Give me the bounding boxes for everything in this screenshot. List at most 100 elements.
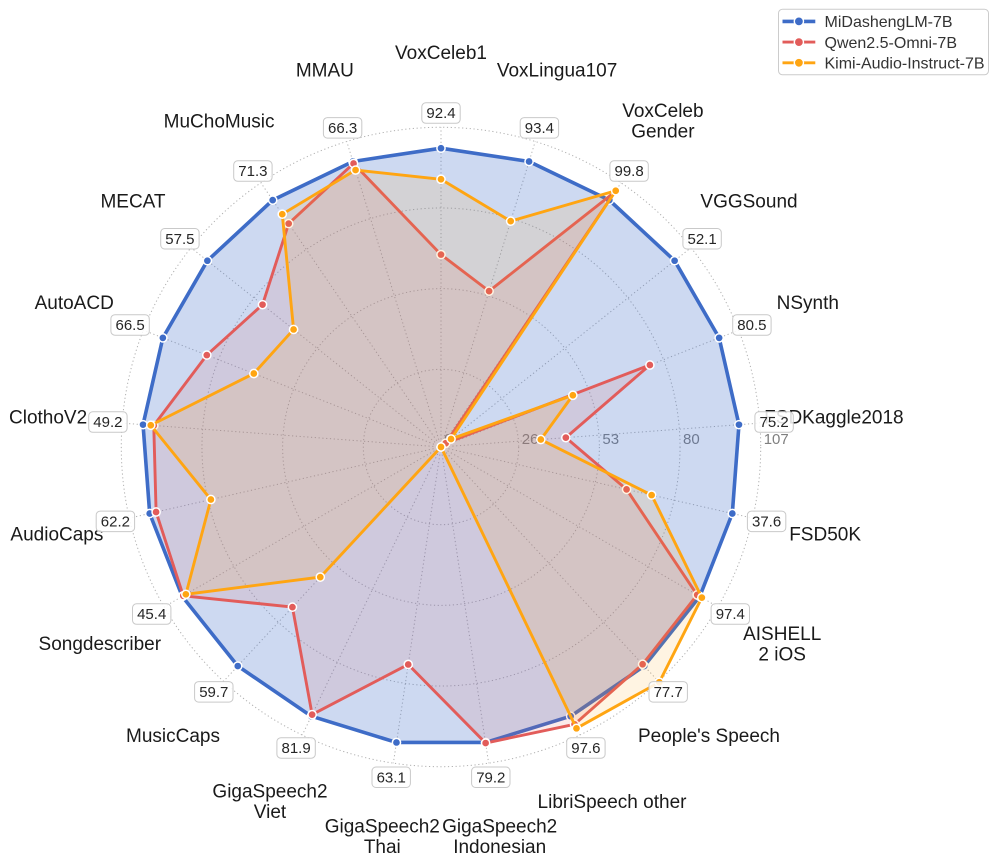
axis-label-line: Viet (254, 802, 287, 823)
value-badge-box (746, 510, 787, 533)
value-badge-label: 77.7 (654, 684, 683, 701)
grid-spoke (190, 247, 442, 448)
axis-label: VoxLingua107 (497, 61, 617, 82)
axis-label: AutoACD (35, 293, 114, 314)
series-point (714, 332, 725, 343)
axis-label-line: Songdescriber (39, 634, 162, 655)
value-badge-label: 63.1 (377, 769, 406, 786)
series-point (646, 490, 657, 500)
axis-label: GigaSpeech2 Thai (325, 816, 440, 858)
axis-label-line: VoxLingua107 (497, 61, 617, 82)
radial-tick-label: 80 (683, 431, 700, 448)
value-badge-label: 57.5 (165, 231, 194, 248)
grid-spoke (122, 422, 442, 448)
grid-spoke (440, 422, 760, 448)
series-point (138, 419, 148, 430)
series-point (315, 572, 326, 582)
axis-label-line: AudioCaps (10, 525, 103, 546)
series-point (391, 737, 402, 748)
series-point (436, 143, 446, 154)
value-badge-label: 37.6 (752, 513, 781, 530)
value-badge-label: 71.3 (238, 163, 267, 180)
value-badge-box (754, 411, 794, 433)
series-point (350, 165, 361, 175)
legend-swatch-marker (793, 36, 805, 48)
grid-circle (362, 368, 520, 526)
value-badge-label: 79.2 (476, 769, 505, 786)
axis-label-line: Thai (364, 837, 401, 858)
value-badge-label: 99.8 (614, 163, 643, 180)
grid-spoke (392, 446, 442, 764)
value-badge-label: 62.2 (101, 513, 130, 530)
axis-label: MMAU (296, 61, 354, 82)
value-badge-label: 81.9 (281, 740, 310, 757)
value-badge-box (95, 510, 136, 533)
axis-label-line: GigaSpeech2 (442, 816, 557, 837)
series-point (202, 255, 213, 266)
radial-tick-label: 107 (764, 431, 789, 448)
value-badge-box (566, 737, 606, 759)
axis-label: GigaSpeech2 Viet (212, 782, 327, 824)
series-point (505, 216, 516, 226)
series-point (645, 360, 655, 370)
value-badge-label: 92.4 (426, 105, 455, 122)
grid-spoke (440, 446, 719, 608)
value-badge-label: 97.6 (571, 740, 600, 757)
series-point (232, 661, 243, 671)
axis-label-line: FSDKaggle2018 (764, 408, 903, 429)
axis-label-line: AISHELL (743, 624, 821, 645)
value-badge-box (732, 314, 772, 336)
legend-swatch-marker (793, 16, 805, 27)
value-badge-label: 45.4 (137, 606, 166, 623)
series-point (181, 589, 191, 600)
grid-spoke (346, 141, 442, 448)
series-point (151, 507, 161, 517)
series-point (267, 195, 278, 205)
legend-box (778, 8, 989, 76)
grid-circle (282, 288, 600, 606)
axis-label: GigaSpeech2 Indonesian (442, 816, 557, 858)
value-badge-box (233, 160, 273, 182)
axis-label-line: ClothoV2 (9, 408, 87, 429)
value-badge-label: 97.4 (716, 606, 745, 623)
series-point (669, 255, 680, 266)
series-point (610, 185, 621, 196)
axis-label: VoxCeleb1 (395, 43, 487, 64)
grid-spoke (440, 446, 753, 519)
legend-item-label: Kimi-Audio-Instruct-7B (825, 56, 985, 73)
series-point (206, 494, 216, 505)
value-badge-box (194, 681, 234, 703)
series-outline-3 (149, 168, 704, 730)
value-badge-label: 66.5 (115, 317, 144, 334)
axis-label-line: GigaSpeech2 (325, 816, 440, 837)
series-point (436, 442, 446, 452)
series-fill-2 (153, 163, 698, 744)
grid-spoke (301, 446, 442, 736)
series-point (535, 434, 546, 445)
series-outline-1 (141, 146, 741, 745)
radial-tick-label: 26 (522, 431, 539, 448)
value-badge-label: 59.7 (199, 684, 228, 701)
axis-label: ClothoV2 (9, 408, 87, 429)
series-point (248, 368, 259, 379)
axis-label: AudioCaps (10, 525, 103, 546)
series-point (446, 434, 456, 444)
series-point (307, 709, 317, 720)
value-badge-box (519, 117, 560, 139)
value-badge-label: 49.2 (93, 414, 122, 431)
value-badge-label: 66.3 (328, 120, 357, 137)
grid-circle (120, 126, 762, 768)
series-point (637, 659, 648, 670)
value-badge-box (421, 102, 461, 124)
value-badge-box (371, 766, 411, 788)
axis-label-line: Indonesian (453, 837, 546, 858)
axis-label: NSynth (777, 293, 839, 314)
axis-label-line: MMAU (296, 61, 354, 82)
value-badge-label: 80.5 (737, 317, 766, 334)
axis-label: MuChoMusic (164, 112, 275, 133)
series-point (734, 419, 744, 430)
series-point (257, 299, 268, 310)
axis-label: VGGSound (700, 191, 797, 212)
radial-tick-label: 53 (602, 431, 619, 448)
